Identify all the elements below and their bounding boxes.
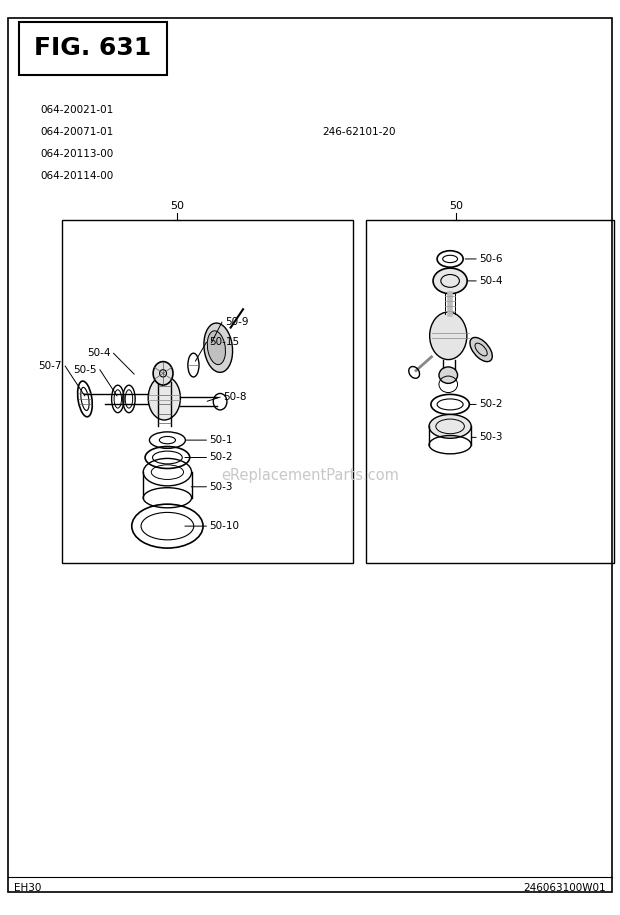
Ellipse shape	[148, 376, 180, 420]
Bar	[19, 22, 167, 75]
Ellipse shape	[439, 367, 458, 383]
Ellipse shape	[430, 312, 467, 360]
Text: 50-10: 50-10	[210, 522, 239, 531]
Text: 50-8: 50-8	[223, 393, 247, 402]
Text: EH30: EH30	[14, 883, 42, 892]
Ellipse shape	[470, 338, 492, 361]
Ellipse shape	[204, 323, 232, 372]
Text: 50-4: 50-4	[479, 276, 503, 285]
Text: 50-9: 50-9	[225, 318, 249, 327]
Text: 50-4: 50-4	[87, 349, 110, 358]
Text: 50: 50	[449, 201, 463, 210]
Ellipse shape	[429, 414, 471, 438]
Text: 50-2: 50-2	[210, 453, 233, 462]
Text: 50-5: 50-5	[73, 365, 97, 374]
Text: 50-6: 50-6	[479, 254, 503, 264]
Bar	[366, 220, 614, 563]
Text: 246063100W01: 246063100W01	[523, 883, 606, 892]
Bar	[62, 220, 353, 563]
Text: 50-1: 50-1	[210, 436, 233, 445]
Text: 50-15: 50-15	[210, 338, 240, 347]
Text: 50: 50	[170, 201, 184, 210]
Ellipse shape	[207, 331, 226, 364]
Text: 064-20021-01: 064-20021-01	[40, 105, 113, 114]
Text: 064-20113-00: 064-20113-00	[40, 149, 113, 158]
Text: 064-20071-01: 064-20071-01	[40, 127, 113, 136]
Text: 50-7: 50-7	[38, 361, 62, 371]
Text: 50-2: 50-2	[479, 400, 503, 409]
Text: 064-20114-00: 064-20114-00	[40, 171, 113, 180]
Ellipse shape	[433, 268, 467, 294]
Text: 50-3: 50-3	[479, 433, 503, 442]
Ellipse shape	[153, 361, 173, 385]
Text: 246-62101-20: 246-62101-20	[322, 127, 396, 136]
Text: FIG. 631: FIG. 631	[34, 37, 152, 60]
Text: eReplacementParts.com: eReplacementParts.com	[221, 468, 399, 483]
Text: 50-3: 50-3	[210, 482, 233, 491]
